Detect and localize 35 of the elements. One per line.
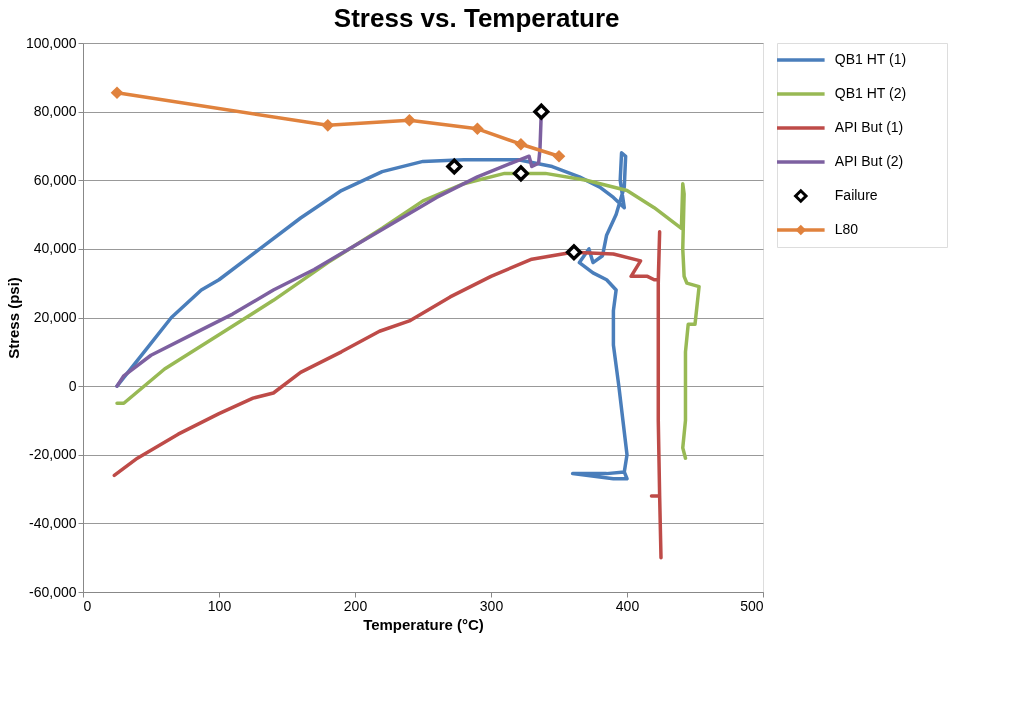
y-tick-label: 100,000	[25, 34, 77, 51]
point	[471, 122, 484, 136]
x-tick-label: 300	[479, 597, 504, 614]
legend-label: Failure	[834, 187, 878, 203]
point	[446, 158, 463, 175]
point	[110, 86, 124, 100]
y-axis-title: Stress (psi)	[4, 277, 22, 359]
legend-label: API But (1)	[834, 119, 904, 135]
point	[565, 244, 583, 261]
x-tick-label: 200	[343, 597, 368, 614]
chart-title: Stress vs. Temperature	[333, 2, 620, 33]
y-tick-label: -60,000	[29, 583, 77, 600]
x-tick-label: 500	[740, 597, 764, 614]
legend-label: API But (2)	[834, 153, 904, 169]
legend-label: QB1 HT (2)	[834, 85, 907, 101]
point	[533, 103, 550, 120]
point	[321, 119, 335, 132]
x-tick-label: 400	[615, 597, 640, 614]
line-series	[112, 229, 663, 560]
x-tick-label: 100	[207, 597, 232, 614]
y-tick-label: -40,000	[29, 514, 77, 531]
y-tick-label: 80,000	[33, 103, 77, 120]
legend-label: QB1 HT (1)	[834, 51, 907, 67]
y-tick-label: -20,000	[29, 446, 77, 463]
point	[514, 137, 528, 151]
legend-label: L80	[834, 221, 859, 237]
y-tick-label: 0	[68, 377, 77, 394]
x-axis-title: Temperature (°C)	[363, 615, 484, 633]
point	[403, 113, 416, 127]
y-tick-label: 40,000	[33, 240, 77, 257]
point	[552, 149, 566, 163]
x-tick-label: 0	[83, 597, 92, 614]
point	[512, 165, 529, 182]
y-tick-label: 20,000	[33, 309, 77, 325]
y-tick-label: 60,000	[33, 171, 77, 188]
